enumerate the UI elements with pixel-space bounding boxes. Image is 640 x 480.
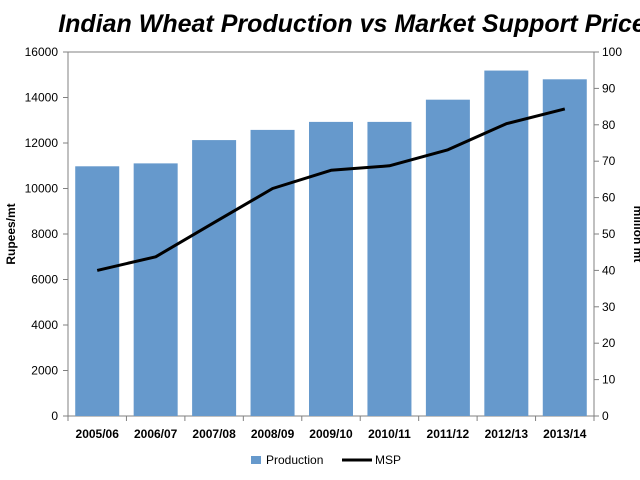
production-bars (75, 70, 587, 417)
left-tick-label: 8000 (31, 227, 58, 241)
right-tick-label: 80 (602, 118, 616, 132)
x-tick-label: 2005/06 (76, 427, 120, 441)
msp-line (96, 107, 566, 272)
right-tick-label: 70 (602, 154, 616, 168)
x-tick-label: 2010/11 (368, 427, 411, 441)
production-bar (192, 140, 237, 416)
left-tick-label: 4000 (31, 318, 58, 332)
right-tick-label: 100 (602, 45, 622, 59)
right-tick-label: 0 (602, 409, 609, 423)
right-axis-title: million mt (631, 206, 640, 263)
right-tick-label: 20 (602, 336, 616, 350)
left-axis: 0 2000 4000 6000 8000 10000 12000 14000 16000 (25, 45, 68, 423)
x-tick-label: 2007/08 (192, 427, 236, 441)
production-bar (484, 70, 529, 417)
right-tick-label: 90 (602, 81, 616, 95)
production-bar (75, 166, 120, 416)
left-tick-label: 6000 (31, 273, 58, 287)
legend-msp-label: MSP (375, 453, 401, 467)
left-tick-label: 2000 (31, 364, 58, 378)
production-bar (133, 163, 178, 416)
right-tick-label: 40 (602, 263, 616, 277)
left-tick-label: 12000 (25, 136, 59, 150)
right-axis: 0 10 20 30 40 50 60 70 80 90 100 (594, 45, 622, 423)
right-tick-label: 60 (602, 191, 616, 205)
x-axis: 2005/06 2006/07 2007/08 2008/09 2009/10 2010/… (67, 416, 595, 441)
chart-title: Indian Wheat Production vs Market Suppor… (58, 10, 640, 38)
left-axis-title: Rupees/mt (4, 203, 18, 264)
production-bar (367, 121, 412, 416)
production-bar (309, 121, 353, 416)
legend-production-swatch (251, 456, 261, 464)
x-tick-label: 2011/12 (427, 427, 470, 441)
right-tick-label: 50 (602, 227, 616, 241)
production-bar (542, 79, 587, 417)
legend: Production MSP (251, 453, 401, 467)
left-tick-label: 0 (51, 409, 58, 423)
left-tick-label: 14000 (25, 91, 59, 105)
x-tick-label: 2012/13 (485, 427, 529, 441)
left-tick-label: 10000 (25, 182, 59, 196)
production-bar (425, 99, 470, 417)
x-tick-label: 2008/09 (251, 427, 295, 441)
x-tick-label: 2013/14 (543, 427, 587, 441)
production-bar (250, 129, 295, 416)
msp-line-group (96, 107, 566, 272)
left-tick-label: 16000 (25, 45, 59, 59)
right-tick-label: 30 (602, 300, 616, 314)
right-tick-label: 10 (602, 373, 616, 387)
legend-production-label: Production (266, 453, 323, 467)
x-tick-label: 2009/10 (309, 427, 353, 441)
x-tick-label: 2006/07 (134, 427, 178, 441)
